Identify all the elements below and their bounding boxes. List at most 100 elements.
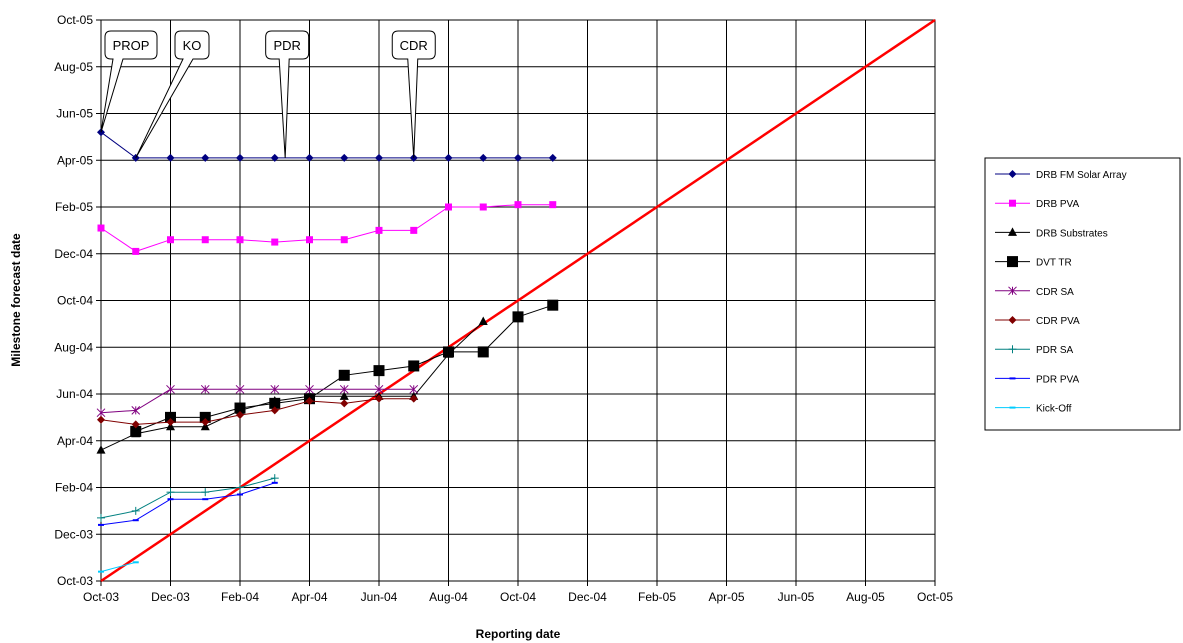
data-point [166,418,175,427]
data-point [200,384,210,394]
data-point [409,384,419,394]
data-point [477,346,489,358]
data-point [271,481,278,484]
callout-label: PROP [113,38,150,53]
data-point [201,418,210,427]
data-point [132,561,139,564]
y-tick-label: Feb-04 [55,481,93,495]
legend-item-pdr-pva: PDR PVA [995,374,1079,385]
x-tick-label: Oct-03 [83,590,119,604]
data-point [340,236,348,244]
data-point [166,153,175,162]
y-tick-label: Oct-05 [57,13,93,27]
legend-marker [1008,345,1017,354]
data-point [269,397,281,409]
y-axis-title: Milestone forecast date [9,233,23,367]
data-point [443,346,454,358]
data-point [131,420,140,429]
series-layer [96,128,559,573]
y-tick-label: Jun-05 [56,107,93,121]
data-point [199,411,211,423]
data-point [270,153,279,162]
x-tick-label: Oct-04 [500,590,536,604]
series-pdr-sa [97,474,279,522]
data-point [132,519,139,522]
legend-marker [1009,406,1016,409]
data-point [339,384,349,394]
callout-label: CDR [400,38,428,53]
callout-cdr: CDR [391,30,436,158]
series-kick-off [98,561,139,573]
data-point [132,247,140,255]
data-point [236,236,244,244]
series-line-drb-fm-solar-array [100,131,553,159]
data-point [97,513,105,522]
series-cdr-pva [97,394,418,429]
data-point [549,201,557,209]
series-line-cdr-pva [100,398,414,425]
x-tick-label: Jun-05 [778,590,815,604]
x-tick-label: Feb-04 [221,590,259,604]
series-line-drb-pva [100,204,553,252]
data-point [512,311,524,323]
data-point [167,498,174,501]
y-tick-label: Aug-05 [54,60,93,74]
data-point [479,153,488,162]
data-point [166,384,175,394]
y-tick-label: Jun-04 [56,387,93,401]
x-tick-label: Jun-04 [361,590,398,604]
data-point [235,384,245,394]
callout-balloon [135,30,210,159]
legend-item-drb-pva: DRB PVA [995,199,1079,210]
legend-item-pdr-sa: PDR SA [995,345,1074,356]
legend-marker [1008,227,1017,236]
y-tick-label: Dec-04 [54,247,93,261]
data-point [165,411,176,423]
data-point [236,483,244,492]
legend-item-drb-fm-solar-array: DRB FM Solar Array [995,170,1127,181]
data-point [98,570,104,573]
callout-label: KO [183,38,202,53]
legend-marker [1009,377,1016,380]
data-point [201,488,210,497]
data-point [271,238,279,246]
legend-label: PDR SA [1036,345,1074,356]
data-point [131,406,141,415]
data-point [236,153,244,162]
x-tick-label: Aug-05 [846,590,885,604]
data-point [97,224,105,232]
milestone-callouts: PROP KO PDR CDR [100,30,436,159]
legend-label: Kick-Off [1036,404,1072,415]
callout-ko: KO [135,30,210,159]
legend-item-cdr-sa: CDR SA [995,286,1074,298]
legend-label: CDR PVA [1036,316,1080,327]
y-tick-label: Oct-03 [57,574,93,588]
legend-item-dvt-tr: DVT TR [995,256,1072,269]
data-point [237,493,243,496]
data-point [375,153,383,162]
x-axis-title: Reporting date [476,627,561,641]
data-point [202,498,209,501]
data-point [408,360,420,372]
x-tick-label: Feb-05 [638,590,676,604]
x-axis-ticks: Oct-03 Dec-03 Feb-04 Apr-04 Jun-04 Aug-04 Oct-… [83,581,953,604]
series-line-cdr-sa [100,388,414,414]
legend-marker [1009,199,1016,207]
y-tick-label: Dec-03 [54,527,93,541]
callout-balloon [100,30,158,133]
callout-label: PDR [273,38,300,53]
data-point [97,415,105,424]
data-point [98,523,104,526]
data-point [234,402,246,414]
legend-label: DRB PVA [1036,199,1079,210]
data-point [167,236,174,244]
data-point [131,506,140,515]
callout-balloon [391,30,436,158]
data-point [340,153,349,162]
y-tick-label: Aug-04 [54,340,93,354]
data-point [270,474,279,483]
data-point [547,299,559,311]
legend-label: DRB FM Solar Array [1036,170,1127,181]
data-point [373,365,385,377]
